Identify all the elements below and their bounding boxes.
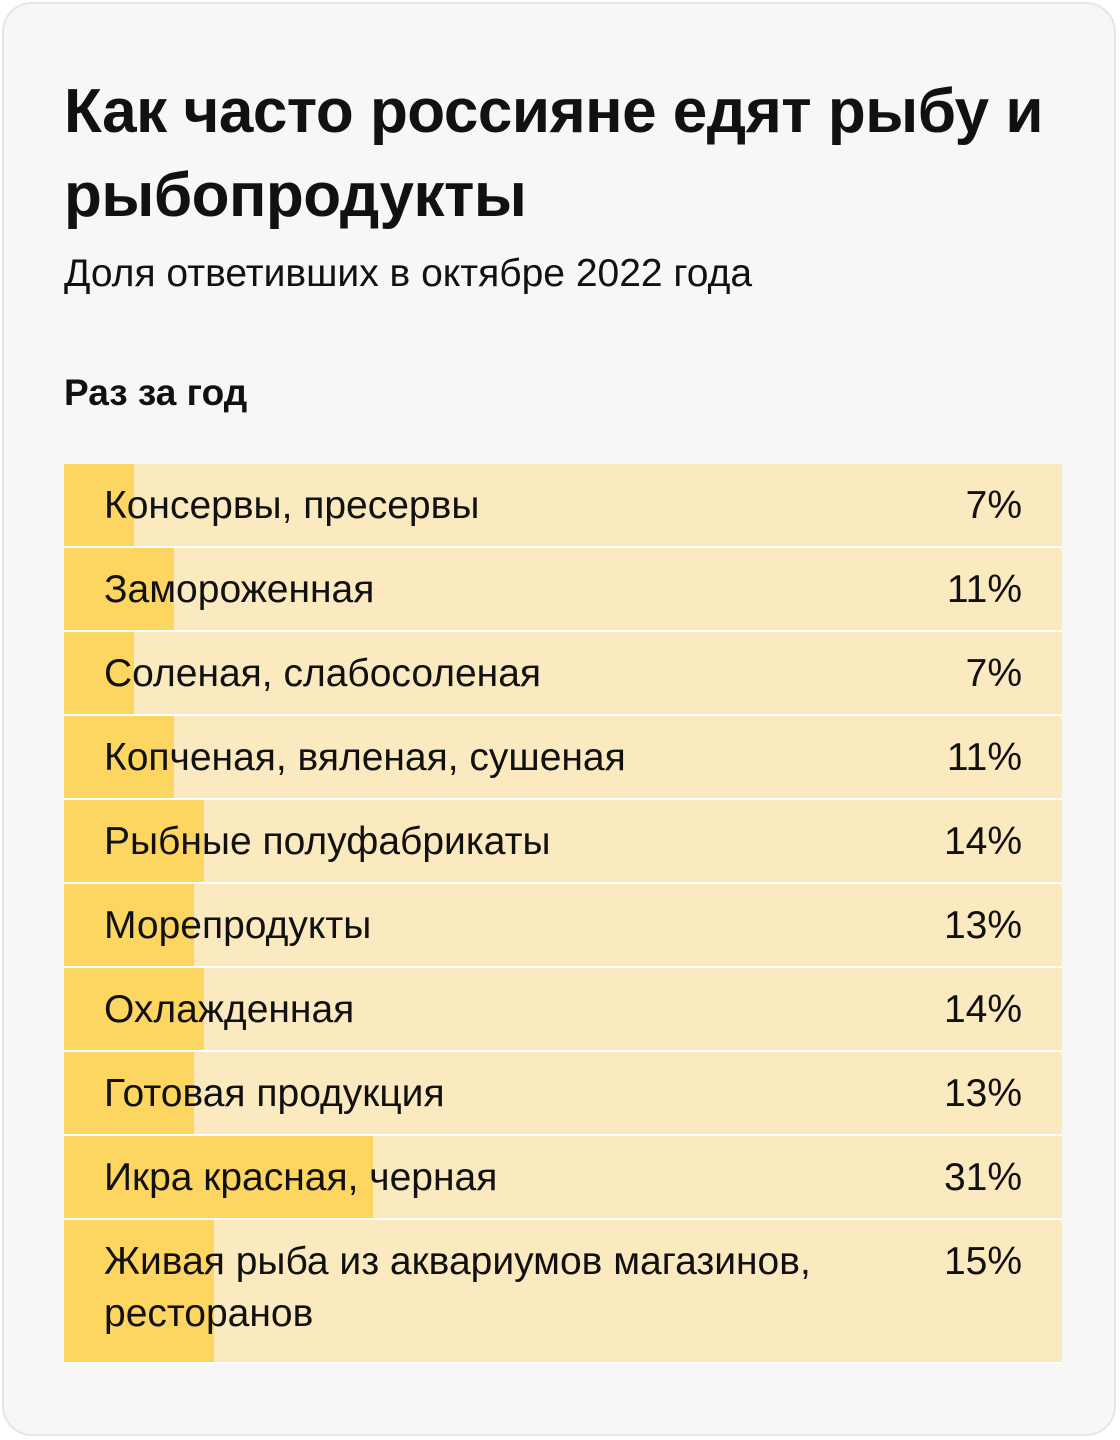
bar-value: 13% (943, 1072, 1022, 1115)
bar-rows: Консервы, пресервы 7% Замороженная 11% Солен… (64, 464, 1062, 1364)
bar (64, 716, 174, 798)
bar-value: 31% (943, 1156, 1022, 1199)
bar-row: Живая рыба из аквариумов магазинов, рест… (64, 1220, 1062, 1364)
bar-label: Рыбные полуфабрикаты (104, 820, 551, 863)
bar-value: 15% (943, 1240, 1022, 1283)
bar-label: Живая рыба из аквариумов магазинов, рест… (104, 1240, 811, 1335)
bar-label: Замороженная (104, 568, 375, 611)
chart-subtitle: Доля ответивших в октябре 2022 года (64, 252, 753, 295)
bar-row: Охлажденная 14% (64, 968, 1062, 1052)
bar (64, 632, 134, 714)
bar-row: Соленая, слабосоленая 7% (64, 632, 1062, 716)
bar-value: 11% (946, 736, 1022, 779)
bar (64, 1052, 194, 1134)
bar-label: Икра красная, черная (104, 1156, 498, 1199)
bar-value: 7% (965, 484, 1022, 527)
bar-value: 7% (965, 652, 1022, 695)
bar-row: Консервы, пресервы 7% (64, 464, 1062, 548)
bar (64, 548, 174, 630)
bar-label: Соленая, слабосоленая (104, 652, 541, 695)
bar (64, 800, 204, 882)
bar (64, 1136, 373, 1218)
bar-label: Готовая продукция (104, 1072, 445, 1115)
bar (64, 884, 194, 966)
section-label: Раз за год (64, 372, 248, 413)
bar-label: Охлажденная (104, 988, 355, 1031)
bar-value: 14% (943, 820, 1022, 863)
bar-value: 11% (946, 568, 1022, 611)
bar (64, 464, 134, 546)
bar-value: 14% (943, 988, 1022, 1031)
bar-row: Икра красная, черная 31% (64, 1136, 1062, 1220)
bar-row: Морепродукты 13% (64, 884, 1062, 968)
bar-value: 13% (943, 904, 1022, 947)
bar-row: Копченая, вяленая, сушеная 11% (64, 716, 1062, 800)
bar-label: Копченая, вяленая, сушеная (104, 736, 626, 779)
bar-row: Замороженная 11% (64, 548, 1062, 632)
bar-row: Рыбные полуфабрикаты 14% (64, 800, 1062, 884)
bar (64, 968, 204, 1050)
bar-label: Консервы, пресервы (104, 484, 480, 527)
bar-row: Готовая продукция 13% (64, 1052, 1062, 1136)
bar-label: Морепродукты (104, 904, 372, 947)
bar (64, 1220, 214, 1362)
chart-title: Как часто россияне едят рыбу и рыбопроду… (64, 77, 1044, 230)
